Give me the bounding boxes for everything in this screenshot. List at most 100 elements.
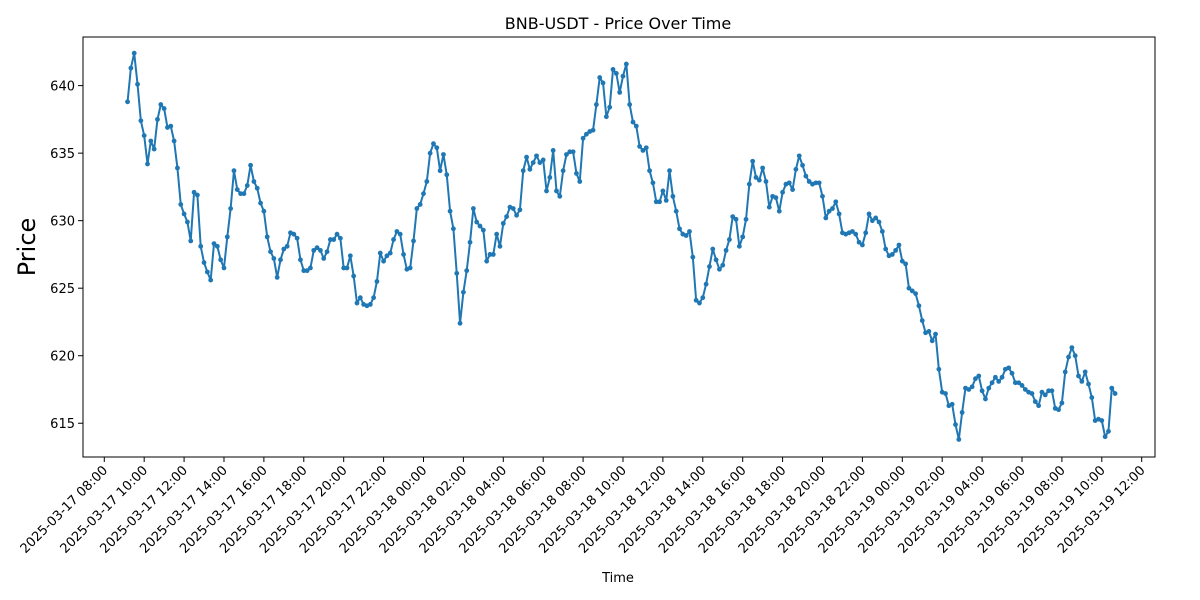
data-point <box>347 253 353 259</box>
x-axis-label: Time <box>601 571 634 586</box>
data-point <box>776 208 782 214</box>
data-point <box>534 153 539 159</box>
data-point <box>244 183 250 188</box>
data-point <box>191 189 197 195</box>
data-point <box>454 270 460 276</box>
data-point <box>155 116 160 122</box>
data-point <box>793 166 799 172</box>
data-point <box>903 261 909 267</box>
data-point <box>753 175 759 180</box>
data-point <box>677 226 682 232</box>
data-point <box>487 252 493 257</box>
data-point <box>208 277 214 283</box>
data-point <box>234 187 240 193</box>
data-point <box>457 320 463 326</box>
data-point <box>414 206 420 211</box>
data-point <box>564 152 569 157</box>
data-point <box>424 179 430 184</box>
data-point <box>291 231 297 237</box>
data-point <box>584 131 589 137</box>
data-point <box>437 168 443 174</box>
data-point <box>524 154 529 160</box>
data-point <box>580 135 586 141</box>
data-point <box>1036 403 1042 409</box>
data-point <box>547 175 553 180</box>
data-point <box>431 141 436 147</box>
data-point <box>826 208 832 214</box>
data-point <box>830 206 835 211</box>
data-point <box>527 166 533 172</box>
data-point <box>490 252 496 257</box>
data-point <box>574 171 579 176</box>
data-point <box>866 211 872 217</box>
data-point <box>204 269 210 275</box>
data-point <box>377 250 383 256</box>
data-point <box>1099 418 1105 423</box>
data-point <box>833 199 839 205</box>
data-point <box>913 291 918 296</box>
data-point <box>384 253 390 259</box>
data-point <box>1006 365 1012 371</box>
data-point <box>1009 370 1015 376</box>
data-point <box>341 265 347 271</box>
data-point <box>331 237 337 242</box>
data-point <box>421 191 426 197</box>
data-point <box>221 265 227 271</box>
data-point <box>803 173 809 179</box>
data-point <box>756 177 762 183</box>
data-point <box>713 257 719 263</box>
data-point <box>181 211 187 217</box>
data-point <box>314 245 320 251</box>
data-point <box>850 229 855 234</box>
data-point <box>853 231 859 237</box>
data-point <box>141 133 147 138</box>
data-point <box>633 123 639 129</box>
data-point <box>464 268 470 274</box>
data-point <box>643 145 649 151</box>
data-point <box>251 179 257 184</box>
data-point <box>863 230 869 236</box>
data-point <box>969 384 975 390</box>
data-point <box>557 193 563 199</box>
data-point <box>700 295 706 301</box>
data-point <box>637 143 643 149</box>
y-tick-label: 630 <box>50 215 75 230</box>
data-point <box>687 229 692 234</box>
data-point <box>484 258 490 264</box>
data-point <box>540 157 546 163</box>
data-point <box>517 207 523 213</box>
data-point <box>497 243 503 249</box>
data-point <box>1046 388 1051 394</box>
data-point <box>983 396 988 402</box>
data-point <box>820 193 825 199</box>
data-point <box>1059 400 1065 406</box>
data-point <box>999 374 1005 380</box>
y-tick-label: 640 <box>50 80 75 95</box>
data-point <box>298 257 303 263</box>
data-point <box>544 188 549 194</box>
data-point <box>254 185 260 191</box>
data-point <box>973 376 978 382</box>
data-point <box>248 162 253 168</box>
data-point <box>640 148 646 153</box>
data-point <box>663 198 669 203</box>
data-point <box>337 235 343 241</box>
data-point <box>733 216 739 222</box>
data-point <box>550 148 556 153</box>
data-point <box>271 256 277 261</box>
data-point <box>530 160 536 165</box>
data-point <box>883 246 889 252</box>
plot-area <box>82 36 1156 458</box>
data-point <box>697 300 702 306</box>
data-point <box>334 231 340 237</box>
data-point <box>224 234 230 240</box>
data-point <box>613 71 619 76</box>
data-point <box>427 150 433 156</box>
data-point <box>1106 428 1111 434</box>
data-point <box>949 401 955 407</box>
data-point <box>593 102 599 107</box>
data-point <box>926 329 932 334</box>
data-point <box>750 158 756 164</box>
data-point <box>211 241 217 247</box>
